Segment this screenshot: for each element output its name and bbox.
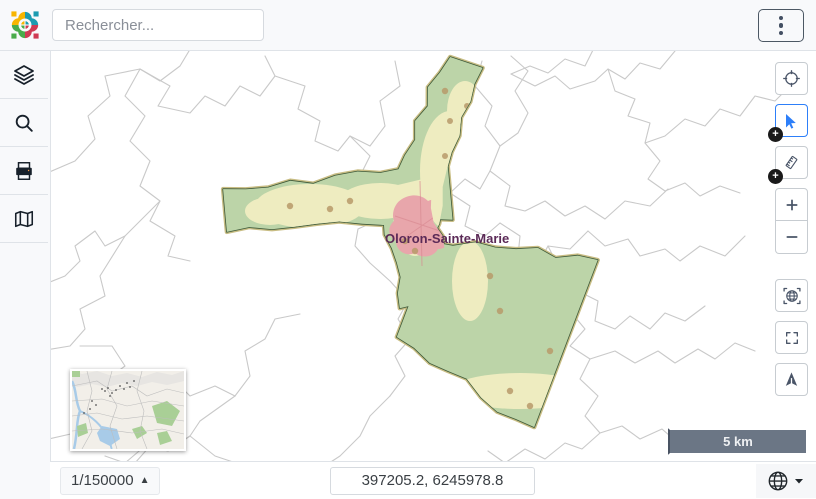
svg-text:Oloron-Sainte-Marie: Oloron-Sainte-Marie [385, 231, 509, 246]
